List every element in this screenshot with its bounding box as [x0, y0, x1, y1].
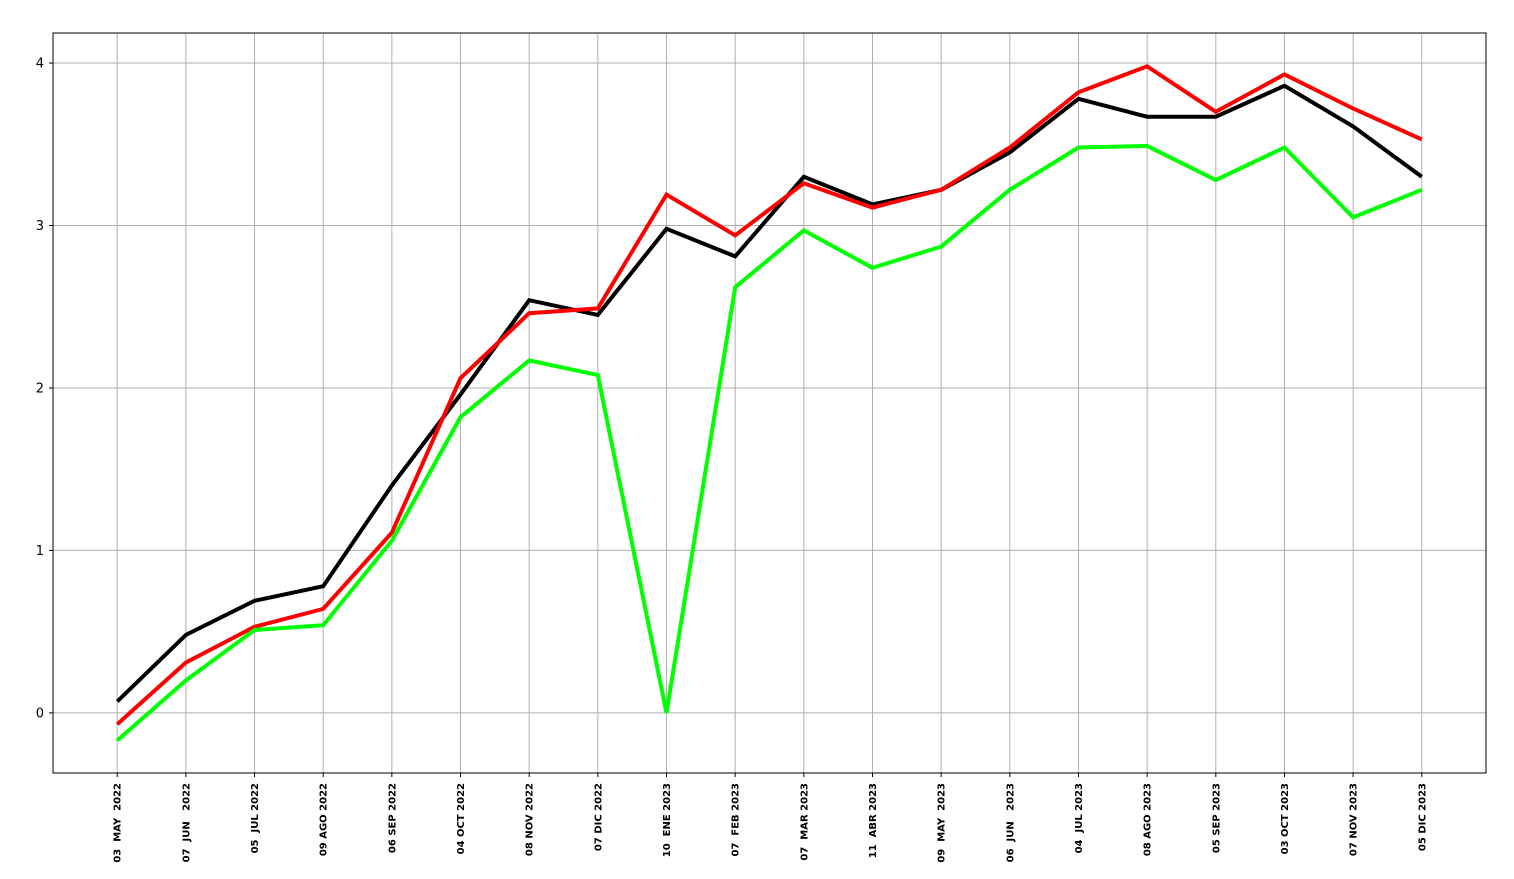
x-tick-label: 08 AGO 2023 — [1143, 783, 1154, 856]
x-tick-label: 11 ABR 2023 — [868, 783, 879, 858]
y-tick-label: 3 — [36, 219, 44, 234]
y-tick-label: 4 — [36, 57, 44, 72]
line — [115, 143, 1423, 743]
x-tick-label: 05 SEP 2023 — [1211, 783, 1222, 853]
y-tick-label: 1 — [36, 544, 44, 559]
x-tick-label: 07 MAR 2023 — [799, 783, 810, 861]
x-tick-label: 08 NOV 2022 — [525, 783, 536, 856]
x-tick-label: 09 MAY 2023 — [937, 783, 948, 863]
x-tick-label: 03 MAY 2022 — [113, 783, 124, 863]
x-tick-label: 05 DIC 2023 — [1417, 783, 1428, 851]
line — [115, 83, 1423, 703]
x-tick-label: 05 JUL 2022 — [250, 783, 261, 853]
x-tick-label: 09 AGO 2022 — [319, 783, 330, 856]
x-tick-label: 07 FEB 2023 — [731, 783, 742, 857]
y-tick-label: 0 — [36, 706, 44, 721]
y-tick-label: 2 — [36, 381, 44, 396]
x-tick-label: 07 DIC 2022 — [593, 783, 604, 851]
x-tick-label: 04 JUL 2023 — [1074, 783, 1085, 853]
x-tick-label: 06 JUN 2023 — [1005, 783, 1016, 862]
x-tick-label: 06 SEP 2022 — [387, 783, 398, 853]
plot-frame — [52, 32, 1487, 774]
x-tick-label: 04 OCT 2022 — [456, 783, 467, 854]
line — [115, 64, 1423, 726]
x-tick-label: 10 ENE 2023 — [662, 783, 673, 857]
x-tick-label: 07 NOV 2023 — [1349, 783, 1360, 856]
x-tick-label: 07 JUN 2022 — [181, 783, 192, 862]
x-tick-label: 03 OCT 2023 — [1280, 783, 1291, 854]
